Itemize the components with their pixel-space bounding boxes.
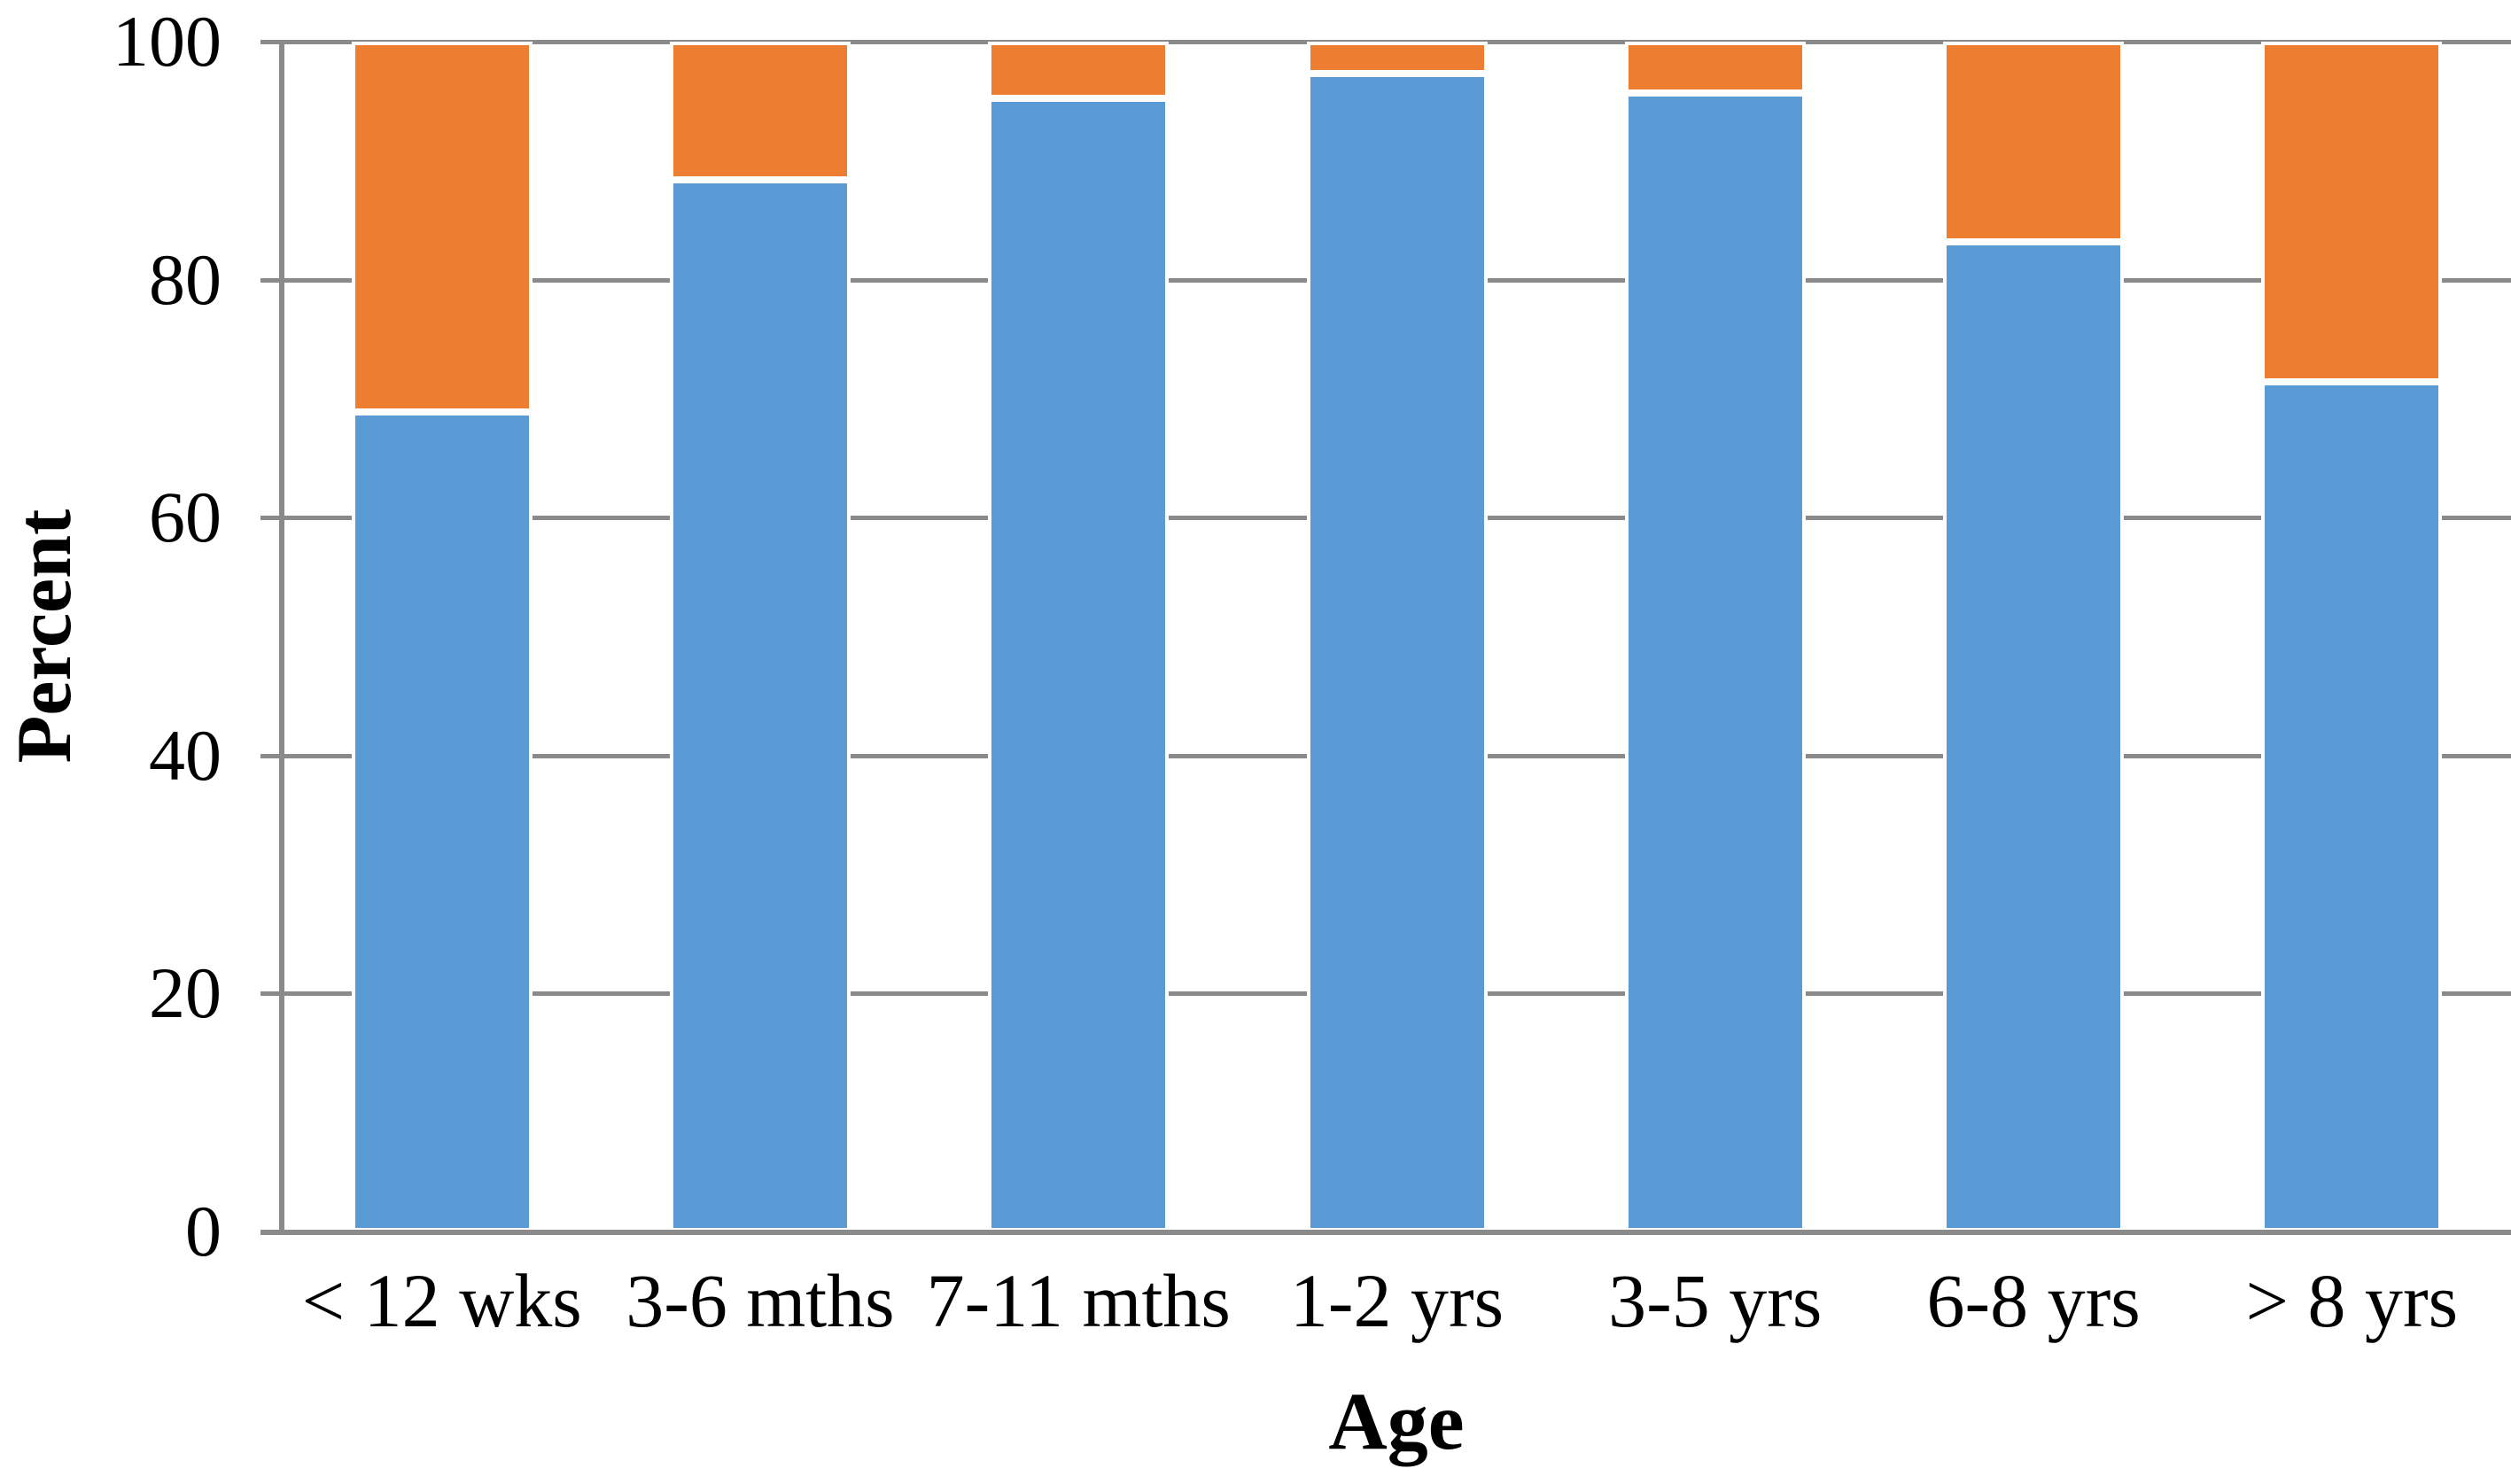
bar-7-11 mths xyxy=(988,42,1170,1231)
bar-segment-orange xyxy=(1624,42,1806,93)
bar-segment-blue xyxy=(1624,92,1806,1231)
bar-> 8 yrs xyxy=(2261,42,2443,1231)
x-axis-line xyxy=(260,1230,2511,1235)
bar-segment-blue xyxy=(988,98,1170,1231)
bar-segment-blue xyxy=(1306,74,1488,1231)
bar-segment-orange xyxy=(1306,42,1488,74)
y-tick-mark-60 xyxy=(260,516,284,521)
x-tick-label-< 12 wks: < 12 wks xyxy=(301,1258,582,1343)
y-tick-mark-0 xyxy=(260,1230,284,1234)
x-axis-title: Age xyxy=(1328,1376,1465,1466)
bar-3-6 mths xyxy=(669,42,851,1231)
bar-6-8 yrs xyxy=(1943,42,2125,1231)
x-tick-label-> 8 yrs: > 8 yrs xyxy=(2245,1258,2459,1343)
bar-segment-blue xyxy=(351,411,533,1231)
y-axis-title: Percent xyxy=(2,509,88,764)
bar-1-2 yrs xyxy=(1306,42,1488,1231)
y-tick-label-20: 20 xyxy=(149,952,222,1034)
y-tick-label-0: 0 xyxy=(185,1191,222,1271)
y-tick-mark-100 xyxy=(260,40,284,44)
x-tick-label-7-11 mths: 7-11 mths xyxy=(926,1258,1231,1343)
bar-segment-orange xyxy=(1943,42,2125,242)
y-tick-mark-20 xyxy=(260,991,284,997)
y-tick-label-60: 60 xyxy=(149,477,222,558)
y-tick-label-100: 100 xyxy=(113,1,222,82)
bar-segment-orange xyxy=(988,42,1170,99)
bar-segment-blue xyxy=(2261,382,2443,1231)
x-tick-label-3-5 yrs: 3-5 yrs xyxy=(1608,1258,1823,1343)
bar-segment-orange xyxy=(351,42,533,412)
plot-area xyxy=(283,40,2511,1231)
y-tick-mark-80 xyxy=(260,277,284,283)
bar-segment-blue xyxy=(669,179,851,1231)
y-tick-label-40: 40 xyxy=(149,714,222,796)
y-tick-mark-40 xyxy=(260,753,284,758)
bar-< 12 wks xyxy=(351,42,533,1231)
bar-segment-orange xyxy=(2261,42,2443,383)
bar-segment-orange xyxy=(669,42,851,180)
y-tick-label-80: 80 xyxy=(149,238,222,320)
bar-segment-blue xyxy=(1943,241,2125,1231)
bar-3-5 yrs xyxy=(1624,42,1806,1231)
x-tick-label-6-8 yrs: 6-8 yrs xyxy=(1926,1258,2141,1343)
y-axis-line xyxy=(279,40,284,1234)
x-tick-label-3-6 mths: 3-6 mths xyxy=(626,1258,895,1343)
x-tick-label-1-2 yrs: 1-2 yrs xyxy=(1289,1258,1504,1343)
